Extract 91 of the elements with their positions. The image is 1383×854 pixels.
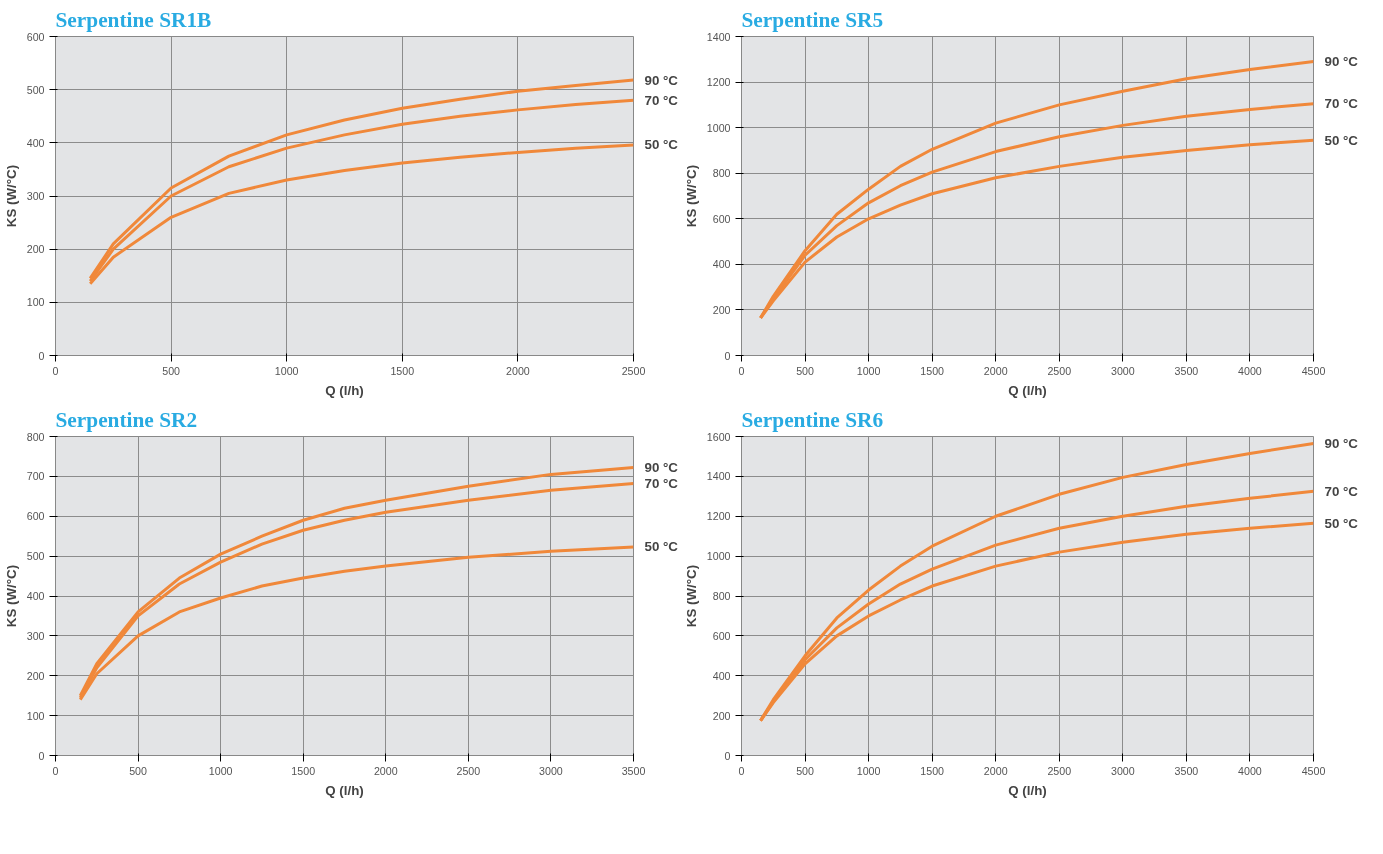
x-tick-label: 2500: [456, 764, 481, 777]
x-tick-label: 2000: [983, 764, 1008, 777]
y-axis-title: KS (W/°C): [683, 164, 699, 228]
x-tick-label: 1000: [274, 364, 299, 377]
y-tick-label: 300: [26, 190, 45, 202]
x-axis-title: Q (l/h): [1008, 782, 1047, 798]
y-axis-title: KS (W/°C): [3, 164, 19, 228]
x-tick-label: 4000: [1238, 764, 1262, 777]
x-tick-label: 2500: [621, 364, 646, 377]
y-tick-label: 600: [712, 212, 731, 225]
x-tick-label: 3000: [539, 764, 563, 777]
series-label: 70 °C: [644, 92, 679, 108]
x-tick-label: 2000: [506, 364, 530, 377]
x-tick-label: 1500: [291, 764, 316, 777]
y-axis-title: KS (W/°C): [3, 564, 19, 628]
x-tick-label: 0: [52, 764, 59, 777]
y-tick-label: 500: [26, 550, 45, 563]
y-tick-label: 1000: [706, 121, 731, 134]
x-tick-label: 0: [738, 364, 745, 377]
y-tick-label: 300: [26, 629, 45, 642]
y-tick-label: 1200: [706, 76, 731, 89]
y-tick-label: 400: [712, 669, 731, 682]
y-tick-label: 0: [38, 349, 45, 362]
series-label: 70 °C: [644, 476, 679, 492]
x-tick-label: 500: [162, 364, 181, 377]
x-tick-label: 500: [129, 764, 148, 777]
y-tick-label: 200: [26, 243, 45, 256]
x-tick-label: 0: [738, 764, 745, 777]
y-tick-label: 0: [724, 749, 731, 762]
y-tick-label: 600: [26, 510, 45, 523]
x-axis-title: Q (l/h): [325, 382, 364, 398]
y-tick-label: 800: [712, 590, 731, 602]
y-tick-label: 700: [26, 470, 45, 483]
x-tick-label: 4500: [1301, 364, 1326, 377]
y-tick-label: 400: [26, 590, 45, 602]
x-tick-label: 3500: [621, 764, 646, 777]
x-tick-label: 3000: [1110, 764, 1135, 777]
y-tick-label: 1200: [706, 510, 731, 523]
x-tick-label: 1500: [390, 364, 415, 377]
series-label: 90 °C: [644, 72, 679, 88]
y-tick-label: 400: [26, 136, 45, 149]
chart-title: Serpentine SR5: [741, 7, 884, 32]
x-tick-label: 0: [52, 364, 59, 377]
x-tick-label: 3000: [1110, 364, 1135, 377]
x-tick-label: 500: [796, 364, 815, 377]
x-tick-label: 2000: [373, 764, 398, 777]
series-label: 70 °C: [1324, 483, 1359, 499]
series-label: 50 °C: [1324, 132, 1359, 148]
chart-title: Serpentine SR2: [55, 407, 198, 432]
chart-title: Serpentine SR6: [741, 407, 884, 432]
y-tick-label: 1400: [706, 30, 731, 43]
x-tick-label: 1000: [856, 764, 881, 777]
y-tick-label: 0: [38, 749, 45, 762]
y-tick-label: 600: [712, 629, 731, 642]
x-axis-title: Q (l/h): [325, 782, 364, 798]
series-label: 50 °C: [644, 539, 679, 555]
y-tick-label: 100: [26, 296, 45, 309]
x-tick-label: 500: [796, 764, 815, 777]
y-tick-label: 100: [26, 709, 45, 722]
y-tick-label: 0: [724, 349, 731, 362]
series-label: 70 °C: [1324, 96, 1359, 112]
y-tick-label: 200: [712, 709, 731, 722]
y-tick-label: 1000: [706, 550, 731, 563]
x-axis-title: Q (l/h): [1008, 382, 1047, 398]
y-axis-title: KS (W/°C): [683, 564, 699, 628]
y-tick-label: 200: [26, 669, 45, 682]
series-label: 50 °C: [1324, 515, 1359, 531]
y-tick-label: 800: [26, 430, 45, 443]
x-tick-label: 1500: [920, 764, 945, 777]
x-tick-label: 2000: [983, 364, 1008, 377]
x-tick-label: 2500: [1047, 764, 1072, 777]
x-tick-label: 1000: [208, 764, 233, 777]
y-tick-label: 600: [26, 30, 45, 43]
y-tick-label: 1600: [706, 430, 731, 443]
chart-title: Serpentine SR1B: [55, 7, 212, 32]
y-tick-label: 800: [712, 167, 731, 180]
y-tick-label: 1400: [706, 470, 731, 483]
y-tick-label: 500: [26, 83, 45, 96]
x-tick-label: 1500: [920, 364, 945, 377]
y-tick-label: 400: [712, 258, 731, 271]
x-tick-label: 2500: [1047, 364, 1072, 377]
series-label: 50 °C: [644, 137, 679, 153]
x-tick-label: 4500: [1301, 764, 1326, 777]
y-tick-label: 200: [712, 303, 731, 316]
series-label: 90 °C: [644, 460, 679, 476]
x-tick-label: 3500: [1174, 764, 1199, 777]
series-label: 90 °C: [1324, 435, 1359, 451]
series-label: 90 °C: [1324, 54, 1359, 70]
x-tick-label: 4000: [1238, 364, 1262, 377]
x-tick-label: 1000: [856, 364, 881, 377]
x-tick-label: 3500: [1174, 364, 1199, 377]
